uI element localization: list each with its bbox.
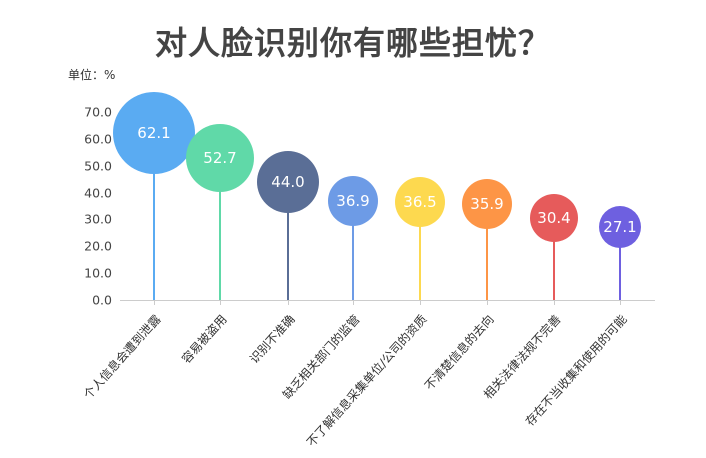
lollipop-stem <box>352 200 354 300</box>
value-label: 36.9 <box>336 191 370 210</box>
data-bubble: 27.1 <box>599 206 641 249</box>
data-bubble: 44.0 <box>257 150 319 213</box>
data-bubble: 36.5 <box>395 176 445 227</box>
lollipop-stem <box>219 158 221 300</box>
x-tick <box>620 300 621 305</box>
x-tick <box>154 300 155 305</box>
data-bubble: 30.4 <box>530 194 578 243</box>
lollipop-stem <box>486 203 488 300</box>
y-tick-label: 60.0 <box>84 131 112 147</box>
lollipop-stem <box>619 227 621 300</box>
y-tick-label: 50.0 <box>84 158 112 174</box>
x-tick <box>554 300 555 305</box>
y-tick-label: 40.0 <box>84 185 112 201</box>
value-label: 52.7 <box>203 149 237 168</box>
y-tick-label: 20.0 <box>84 238 112 254</box>
value-label: 30.4 <box>537 209 571 228</box>
data-bubble: 35.9 <box>462 178 512 229</box>
x-tick <box>420 300 421 305</box>
x-category-label: 容易被盗用 <box>179 312 230 367</box>
lollipop-stem <box>553 218 555 300</box>
lollipop-stem <box>153 133 155 300</box>
x-tick <box>220 300 221 305</box>
lollipop-stem <box>419 201 421 300</box>
x-category-label: 识别不准确 <box>247 312 298 367</box>
value-label: 36.5 <box>403 192 437 211</box>
x-tick <box>353 300 354 305</box>
data-bubble: 62.1 <box>113 92 195 175</box>
data-bubble: 36.9 <box>328 175 378 226</box>
y-tick-label: 0.0 <box>92 292 112 308</box>
value-label: 62.1 <box>137 124 171 143</box>
y-tick-label: 70.0 <box>84 104 112 120</box>
y-tick-label: 30.0 <box>84 211 112 227</box>
data-bubble: 52.7 <box>186 124 254 193</box>
x-axis-line <box>120 300 655 301</box>
x-category-label: 个人信息会遭到泄露 <box>80 312 164 402</box>
y-tick-label: 10.0 <box>84 265 112 281</box>
x-category-label: 不了解信息采集单位/公司的资质 <box>304 312 430 450</box>
unit-label: 单位：% <box>68 68 116 82</box>
lollipop-stem <box>287 181 289 300</box>
value-label: 35.9 <box>470 194 504 213</box>
value-label: 44.0 <box>271 172 305 191</box>
value-label: 27.1 <box>603 218 637 237</box>
chart-title: 对人脸识别你有哪些担忧？ <box>154 24 551 62</box>
x-category-label: 不清楚信息的去向 <box>421 312 497 393</box>
x-tick <box>288 300 289 305</box>
x-tick <box>487 300 488 305</box>
